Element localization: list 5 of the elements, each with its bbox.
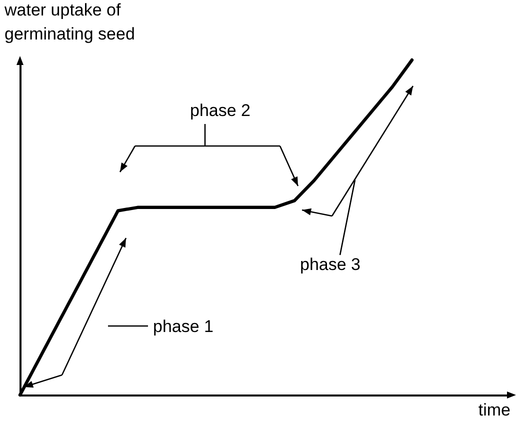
annotation: phase 3 bbox=[300, 255, 360, 274]
y-axis-title: water uptake of germinating seed bbox=[4, 0, 135, 44]
annotation: phase 2 bbox=[190, 101, 250, 120]
x-axis-title: time bbox=[478, 400, 510, 420]
annotation: phase 1 bbox=[153, 317, 214, 336]
